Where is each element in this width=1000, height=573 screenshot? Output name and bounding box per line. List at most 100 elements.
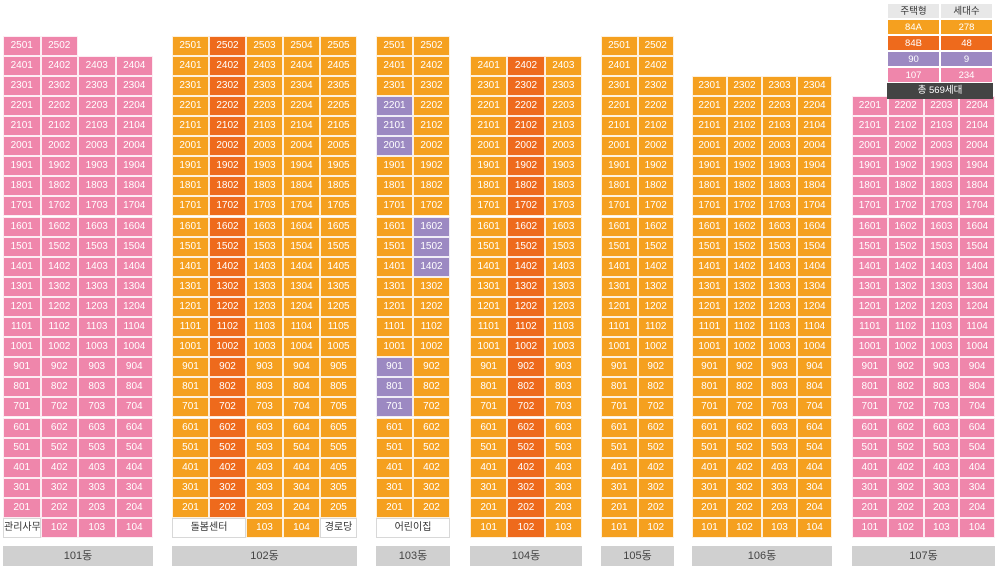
building-label: 107동 (852, 546, 995, 566)
unit-cell: 1101 (172, 317, 209, 338)
building-label: 101동 (3, 546, 153, 566)
unit-cell: 1902 (209, 156, 246, 177)
unit-cell: 1102 (637, 317, 674, 338)
unit-cell: 2202 (413, 95, 450, 116)
unit-cell: 2004 (959, 136, 995, 157)
unit-cell: 704 (797, 397, 832, 418)
unit-cell: 1902 (727, 156, 762, 177)
unit-cell: 2202 (40, 95, 78, 116)
legend-type: 90 (887, 51, 940, 67)
unit-cell: 2204 (115, 95, 153, 116)
unit-cell: 2502 (209, 35, 246, 56)
unit-cell: 1702 (887, 196, 924, 217)
unit-cell: 801 (172, 377, 209, 398)
legend-count: 278 (940, 19, 993, 35)
unit-cell: 703 (544, 397, 582, 418)
unit-cell: 1304 (283, 276, 320, 297)
unit-cell: 404 (283, 457, 320, 478)
unit-cell: 705 (320, 397, 357, 418)
unit-cell: 504 (959, 437, 995, 458)
unit-cell: 1903 (762, 156, 797, 177)
unit-cell: 1301 (692, 276, 727, 297)
unit-cell: 2401 (470, 55, 508, 76)
unit-cell: 1705 (320, 196, 357, 217)
unit-cell: 901 (692, 357, 727, 378)
unit-cell: 1601 (692, 216, 727, 237)
unit-cell: 1401 (376, 256, 413, 277)
unit-cell: 801 (852, 377, 888, 398)
unit-cell: 501 (470, 437, 508, 458)
unit-cell: 2001 (852, 136, 888, 157)
unit-cell: 901 (470, 357, 508, 378)
unit-cell: 1404 (959, 256, 995, 277)
unit-cell: 1404 (283, 256, 320, 277)
unit-cell: 303 (544, 477, 582, 498)
unit-cell: 403 (923, 457, 960, 478)
unit-cell: 2103 (544, 116, 582, 137)
unit-cell: 102 (727, 518, 762, 539)
unit-cell: 302 (637, 477, 674, 498)
unit-cell: 1902 (887, 156, 924, 177)
unit-cell: 1603 (246, 216, 283, 237)
unit-cell: 2002 (209, 136, 246, 157)
unit-cell: 2301 (376, 75, 413, 96)
unit-cell: 1704 (283, 196, 320, 217)
facility-label: 경로당 (320, 518, 357, 539)
unit-cell: 1403 (544, 256, 582, 277)
unit-cell: 201 (852, 497, 888, 518)
unit-cell: 1303 (762, 276, 797, 297)
unit-cell: 2203 (544, 95, 582, 116)
unit-cell: 2304 (797, 75, 832, 96)
unit-cell: 501 (601, 437, 638, 458)
unit-cell: 1101 (692, 317, 727, 338)
unit-cell: 2201 (692, 95, 727, 116)
unit-cell: 1901 (376, 156, 413, 177)
building-label: 102동 (172, 546, 357, 566)
unit-cell: 402 (507, 457, 545, 478)
unit-cell: 2501 (3, 35, 41, 56)
unit-cell: 2001 (172, 136, 209, 157)
unit-cell: 1001 (3, 337, 41, 358)
unit-cell: 203 (544, 497, 582, 518)
legend-row-107: 107 234 (887, 67, 993, 83)
unit-cell: 2401 (601, 55, 638, 76)
unit-cell: 2502 (413, 35, 450, 56)
unit-cell: 1402 (40, 256, 78, 277)
unit-cell: 503 (923, 437, 960, 458)
unit-cell: 104 (959, 518, 995, 539)
unit-cell: 402 (413, 457, 450, 478)
unit-cell: 901 (376, 357, 413, 378)
unit-cell: 1003 (544, 337, 582, 358)
unit-cell: 1002 (507, 337, 545, 358)
unit-cell: 1802 (637, 176, 674, 197)
unit-cell: 804 (959, 377, 995, 398)
unit-cell: 1804 (797, 176, 832, 197)
unit-cell: 1102 (887, 317, 924, 338)
unit-cell: 2104 (959, 116, 995, 137)
unit-cell: 1002 (413, 337, 450, 358)
unit-cell: 1901 (601, 156, 638, 177)
unit-cell: 2203 (762, 95, 797, 116)
unit-cell: 1502 (507, 236, 545, 257)
unit-cell: 902 (637, 357, 674, 378)
unit-cell: 1702 (727, 196, 762, 217)
unit-cell: 1204 (115, 296, 153, 317)
unit-cell: 301 (470, 477, 508, 498)
unit-cell: 401 (3, 457, 41, 478)
unit-cell: 2201 (172, 95, 209, 116)
unit-cell: 801 (376, 377, 413, 398)
unit-cell: 1903 (78, 156, 116, 177)
unit-cell: 2303 (246, 75, 283, 96)
unit-cell: 2101 (3, 116, 41, 137)
unit-cell: 1303 (923, 276, 960, 297)
unit-cell: 701 (3, 397, 41, 418)
unit-cell: 1904 (283, 156, 320, 177)
unit-cell: 304 (959, 477, 995, 498)
unit-cell: 1001 (852, 337, 888, 358)
unit-cell: 1904 (115, 156, 153, 177)
unit-cell: 1505 (320, 236, 357, 257)
unit-cell: 1501 (470, 236, 508, 257)
unit-cell: 401 (692, 457, 727, 478)
unit-cell: 2201 (376, 95, 413, 116)
unit-cell: 401 (376, 457, 413, 478)
